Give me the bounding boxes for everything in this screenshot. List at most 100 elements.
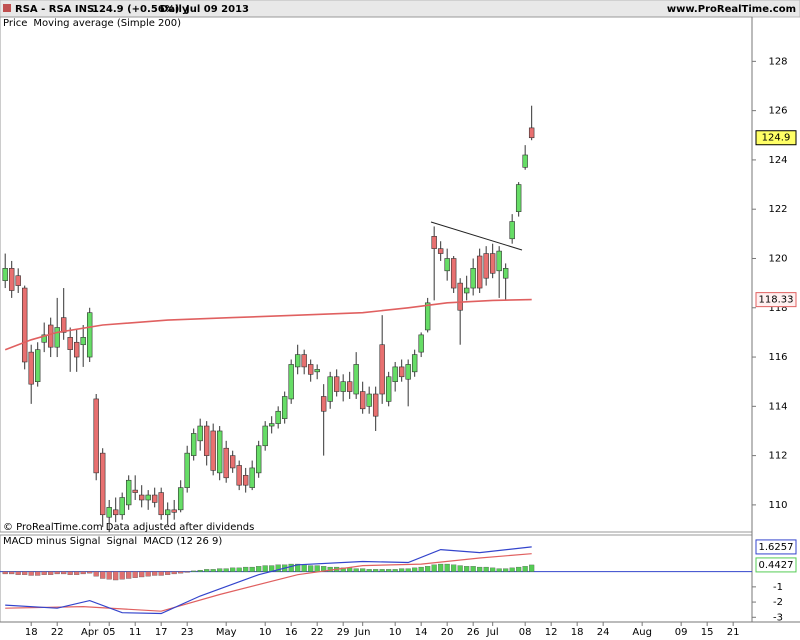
candle-body: [424, 302, 431, 331]
candle-body: [275, 410, 281, 424]
candle-body: [184, 452, 190, 488]
candle-body: [307, 364, 314, 375]
candle-body: [476, 255, 483, 289]
x-tick-label: 22: [51, 627, 64, 638]
candle-body: [314, 369, 320, 373]
histogram-bar: [165, 571, 171, 575]
candle-body: [288, 364, 294, 400]
candle-body: [203, 425, 210, 456]
candle-body: [236, 465, 242, 486]
histogram-bar: [425, 566, 431, 572]
x-tick-label: 24: [597, 627, 610, 638]
histogram-bar: [158, 571, 164, 576]
value-tag-box: [755, 292, 797, 308]
histogram-bar: [152, 571, 158, 576]
candle-body: [509, 221, 515, 240]
histogram-bar: [145, 571, 151, 577]
candle-body: [21, 287, 28, 363]
candle-body: [223, 447, 229, 479]
histogram-bar: [353, 568, 359, 572]
histogram-bar: [74, 571, 80, 575]
candle-body: [2, 268, 8, 281]
candle-body: [444, 258, 450, 272]
value-tag: 118.33: [759, 295, 794, 306]
candle-body: [502, 268, 509, 279]
candle-body: [216, 430, 223, 474]
footer: © ProRealTime.com Data adjusted after di…: [3, 522, 254, 533]
candle-body: [385, 376, 392, 402]
histogram-bar: [132, 571, 138, 578]
histogram-bar: [347, 567, 353, 572]
candle-body: [294, 354, 301, 368]
moving-average: [4, 298, 532, 351]
legend-entry: Moving average (Simple 200): [33, 18, 181, 29]
candle-body: [281, 396, 288, 419]
histogram-bar: [15, 571, 21, 575]
histogram-bar: [93, 571, 99, 577]
y-tick-label: 116: [768, 352, 787, 363]
candle-body: [54, 327, 60, 348]
histogram-bar: [223, 568, 229, 572]
candle-body: [73, 341, 80, 358]
x-tick-label: Jul: [486, 627, 499, 638]
y-tick-label: 112: [768, 451, 787, 462]
histogram-bar: [210, 569, 216, 572]
histogram-bar: [477, 566, 483, 572]
x-tick-label: 29: [337, 627, 350, 638]
histogram-bar: [418, 566, 424, 572]
legend-entry: MACD minus Signal: [3, 536, 100, 547]
candle-body: [132, 489, 138, 493]
legend-entry: MACD (12 26 9): [143, 536, 222, 547]
histogram-bar: [184, 571, 190, 573]
histogram-bar: [243, 566, 249, 572]
candle-body: [119, 497, 125, 516]
candle-body: [405, 364, 411, 380]
histogram-bar: [204, 569, 210, 572]
histogram-bar: [54, 571, 60, 575]
y-tick-label: -3: [773, 612, 783, 623]
legend-entry: Signal: [106, 536, 137, 547]
x-tick-label: 23: [181, 627, 194, 638]
symbol: RSA - RSA INS.: [15, 4, 98, 15]
candle-body: [463, 287, 470, 294]
histogram-bar: [48, 571, 54, 575]
histogram-bar: [139, 571, 145, 578]
value-tag: 1.6257: [759, 542, 794, 553]
histogram-bar: [171, 571, 177, 575]
histogram-bar: [119, 571, 125, 580]
x-tick-label: 16: [285, 627, 298, 638]
candle-body: [437, 248, 444, 254]
x-tick-label: 26: [467, 627, 480, 638]
x-tick-label: 05: [103, 627, 116, 638]
x-tick-label: 14: [415, 627, 428, 638]
candle-body: [398, 366, 405, 378]
candle-body: [60, 317, 67, 333]
y-tick-label: 128: [768, 56, 787, 67]
candle-body: [431, 236, 437, 249]
histogram-bar: [262, 565, 268, 572]
candle-body: [411, 354, 418, 373]
candle-body: [522, 154, 528, 168]
histogram-bar: [113, 571, 119, 581]
legend-entry: Price: [3, 18, 27, 29]
candle-body: [470, 268, 476, 289]
histogram-bar: [399, 568, 405, 572]
candle-body: [210, 430, 216, 471]
y-tick-label: 118: [768, 303, 787, 314]
candle-body: [47, 324, 54, 348]
candle-body: [171, 509, 177, 513]
x-tick-label: 17: [155, 627, 168, 638]
x-tick-label: 21: [727, 627, 740, 638]
candle-body: [528, 127, 535, 139]
histogram-bar: [529, 564, 535, 572]
y-tick-label: 120: [768, 253, 787, 264]
value-tag-box: [755, 539, 797, 555]
candle-body: [457, 282, 463, 311]
histogram-bar: [9, 571, 15, 575]
candle-body: [112, 509, 119, 516]
histogram-bar: [100, 571, 106, 579]
y-tick-label: -2: [773, 597, 783, 608]
candle-body: [249, 467, 255, 488]
